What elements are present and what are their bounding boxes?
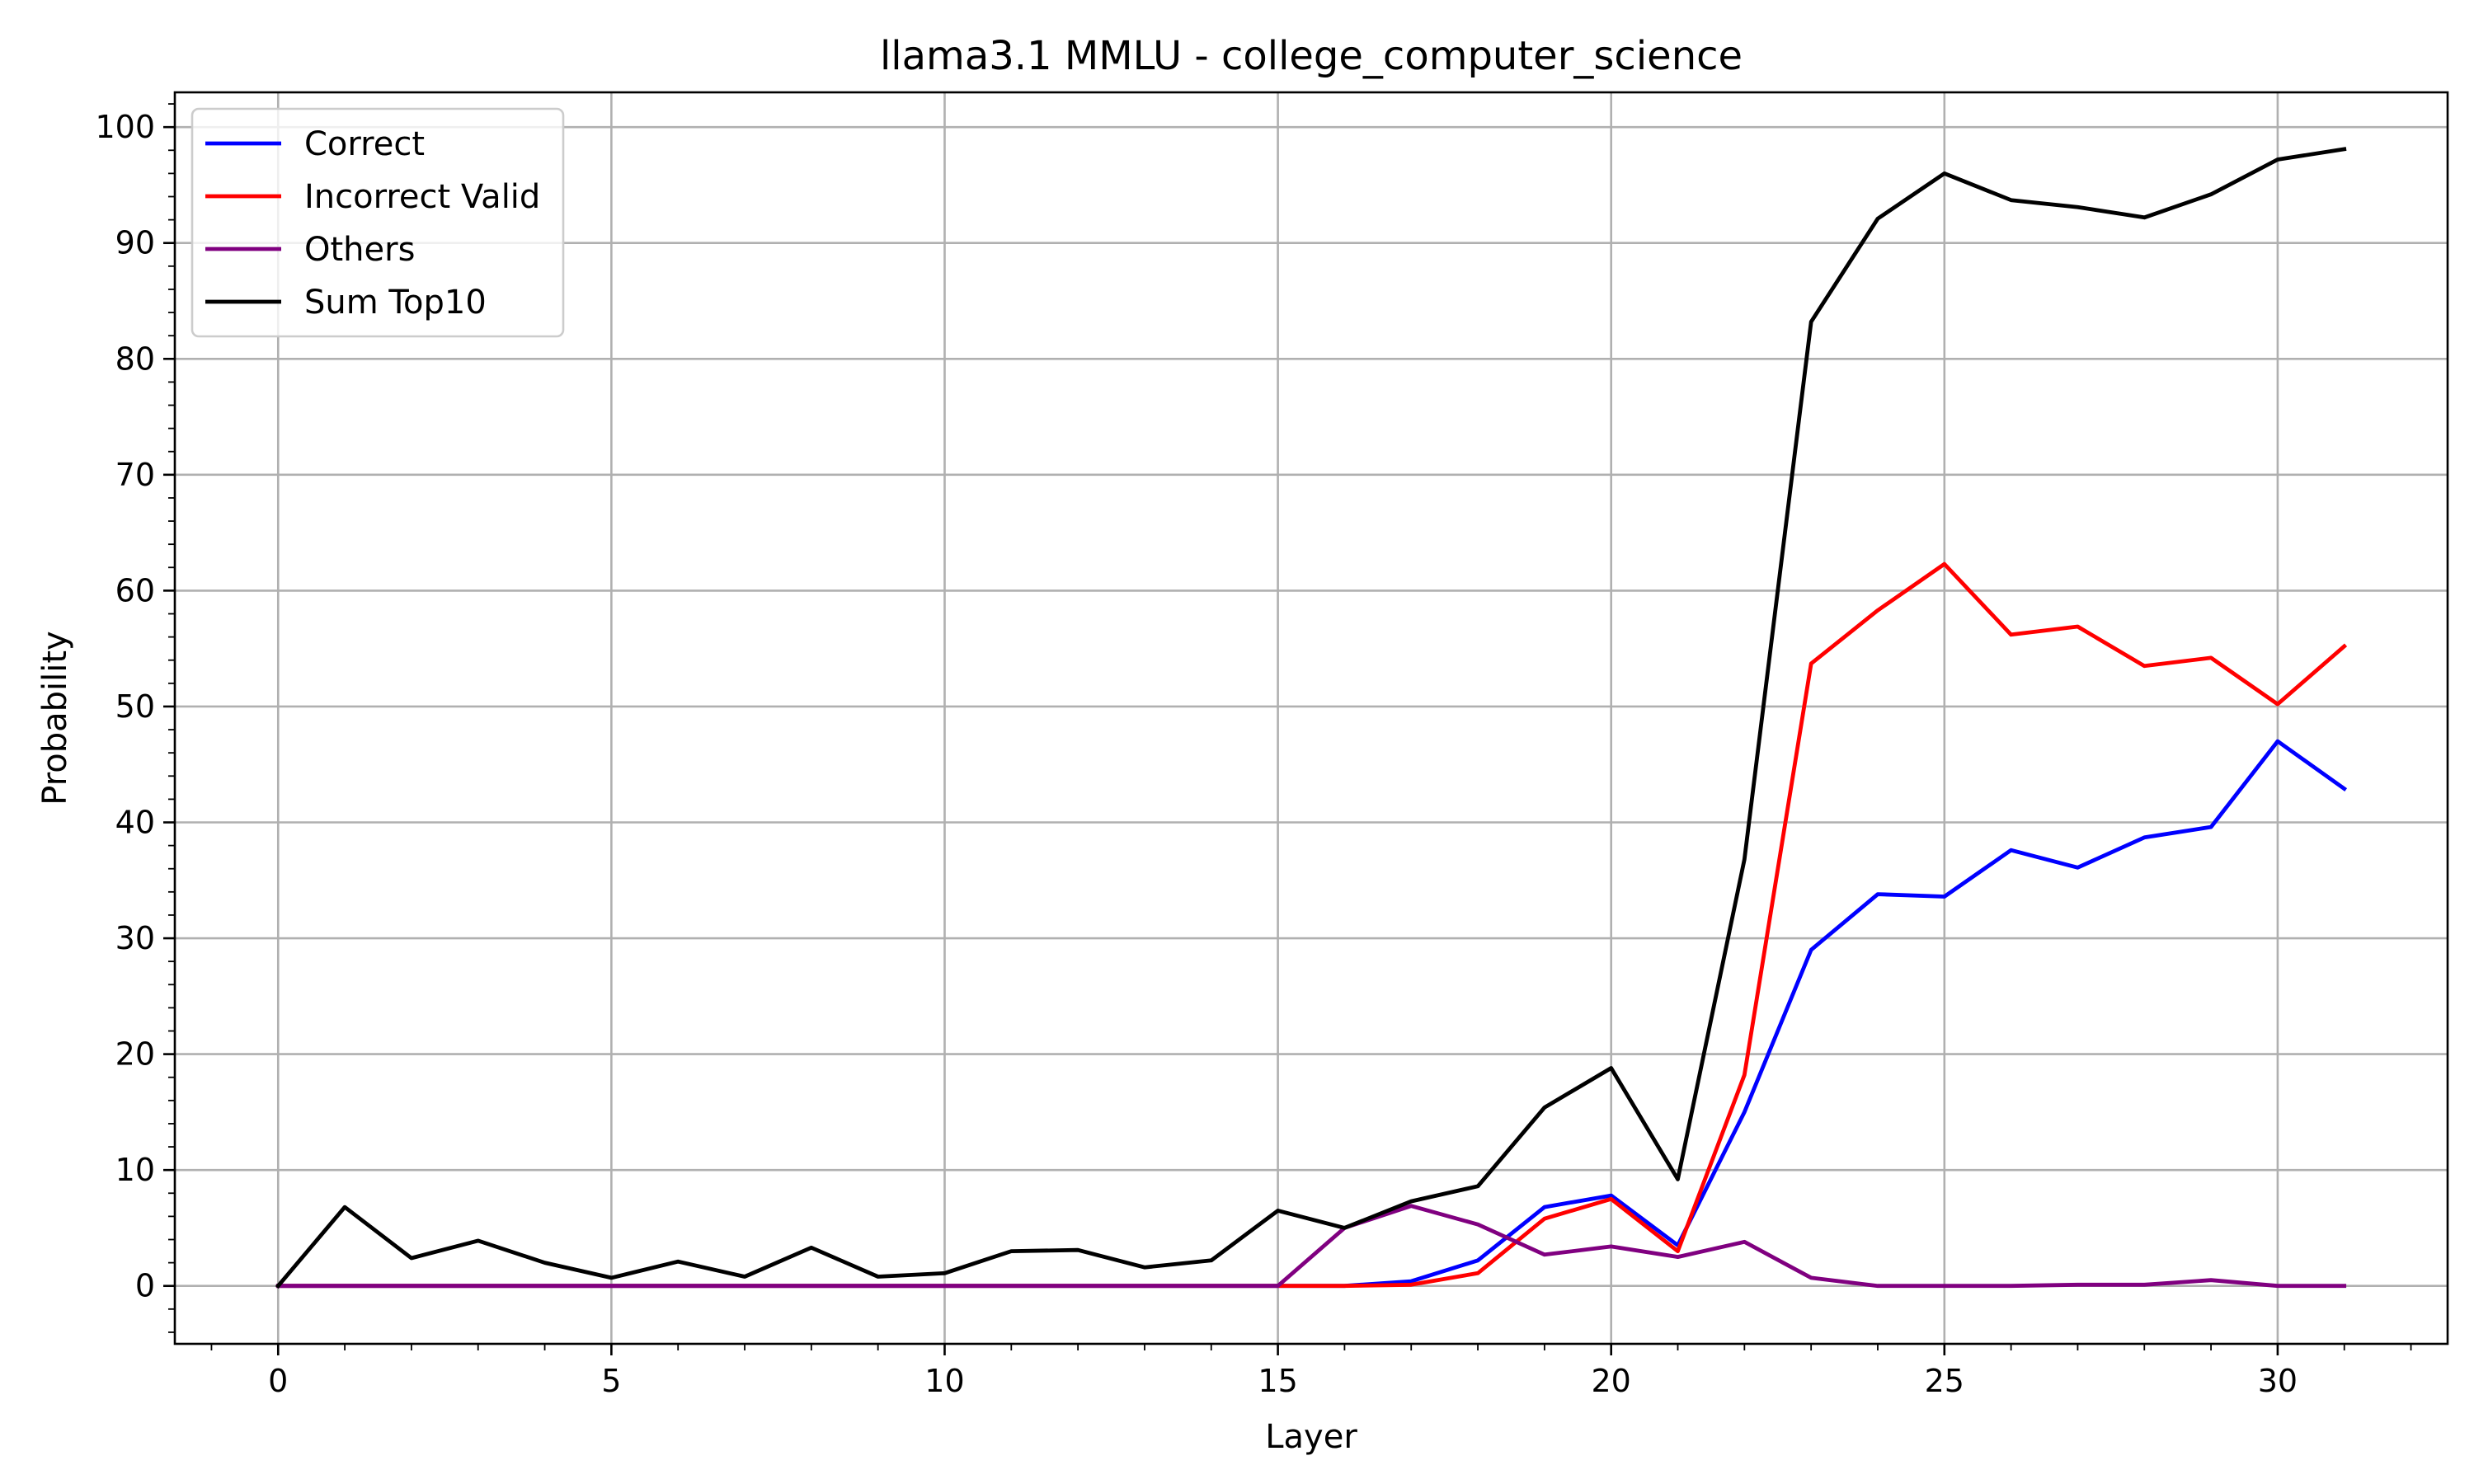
y-tick-label: 60 [115,572,155,608]
legend-box [190,107,565,338]
chart-title: llama3.1 MMLU - college_computer_science [880,33,1743,79]
legend-label: Others [304,231,415,269]
x-tick-label: 15 [1258,1363,1297,1399]
legend-label: Sum Top10 [304,284,487,322]
series-lines [275,147,2348,1289]
x-tick-label: 30 [2258,1363,2298,1399]
y-tick-label: 100 [95,109,155,145]
y-tick-label: 30 [115,920,155,956]
series-line-others [275,1204,2347,1289]
y-tick-label: 80 [115,340,155,377]
x-tick-label: 10 [924,1363,964,1399]
x-tick-label: 25 [1925,1363,1964,1399]
y-tick-label: 50 [115,688,155,725]
legend: Correct Incorrect Valid Others Sum Top10 [190,107,565,338]
x-tick-label: 0 [268,1363,288,1399]
axis-ticks: 0 5 10 15 20 25 30 0 10 20 30 40 50 60 70 80 90 100 [95,103,2412,1399]
x-axis-title: Layer [1265,1418,1357,1456]
series-line-sum-top10 [275,147,2347,1289]
y-tick-label: 0 [135,1268,155,1304]
plot-frame [173,91,2449,1345]
x-tick-label: 20 [1592,1363,1631,1399]
y-tick-label: 40 [115,805,155,841]
y-axis-title: Probability [36,631,74,805]
legend-label: Correct [304,125,425,163]
y-tick-label: 10 [115,1152,155,1188]
y-tick-label: 20 [115,1036,155,1073]
y-tick-label: 70 [115,457,155,493]
x-tick-label: 5 [601,1363,621,1399]
legend-label: Incorrect Valid [304,178,540,216]
y-tick-label: 90 [115,225,155,261]
